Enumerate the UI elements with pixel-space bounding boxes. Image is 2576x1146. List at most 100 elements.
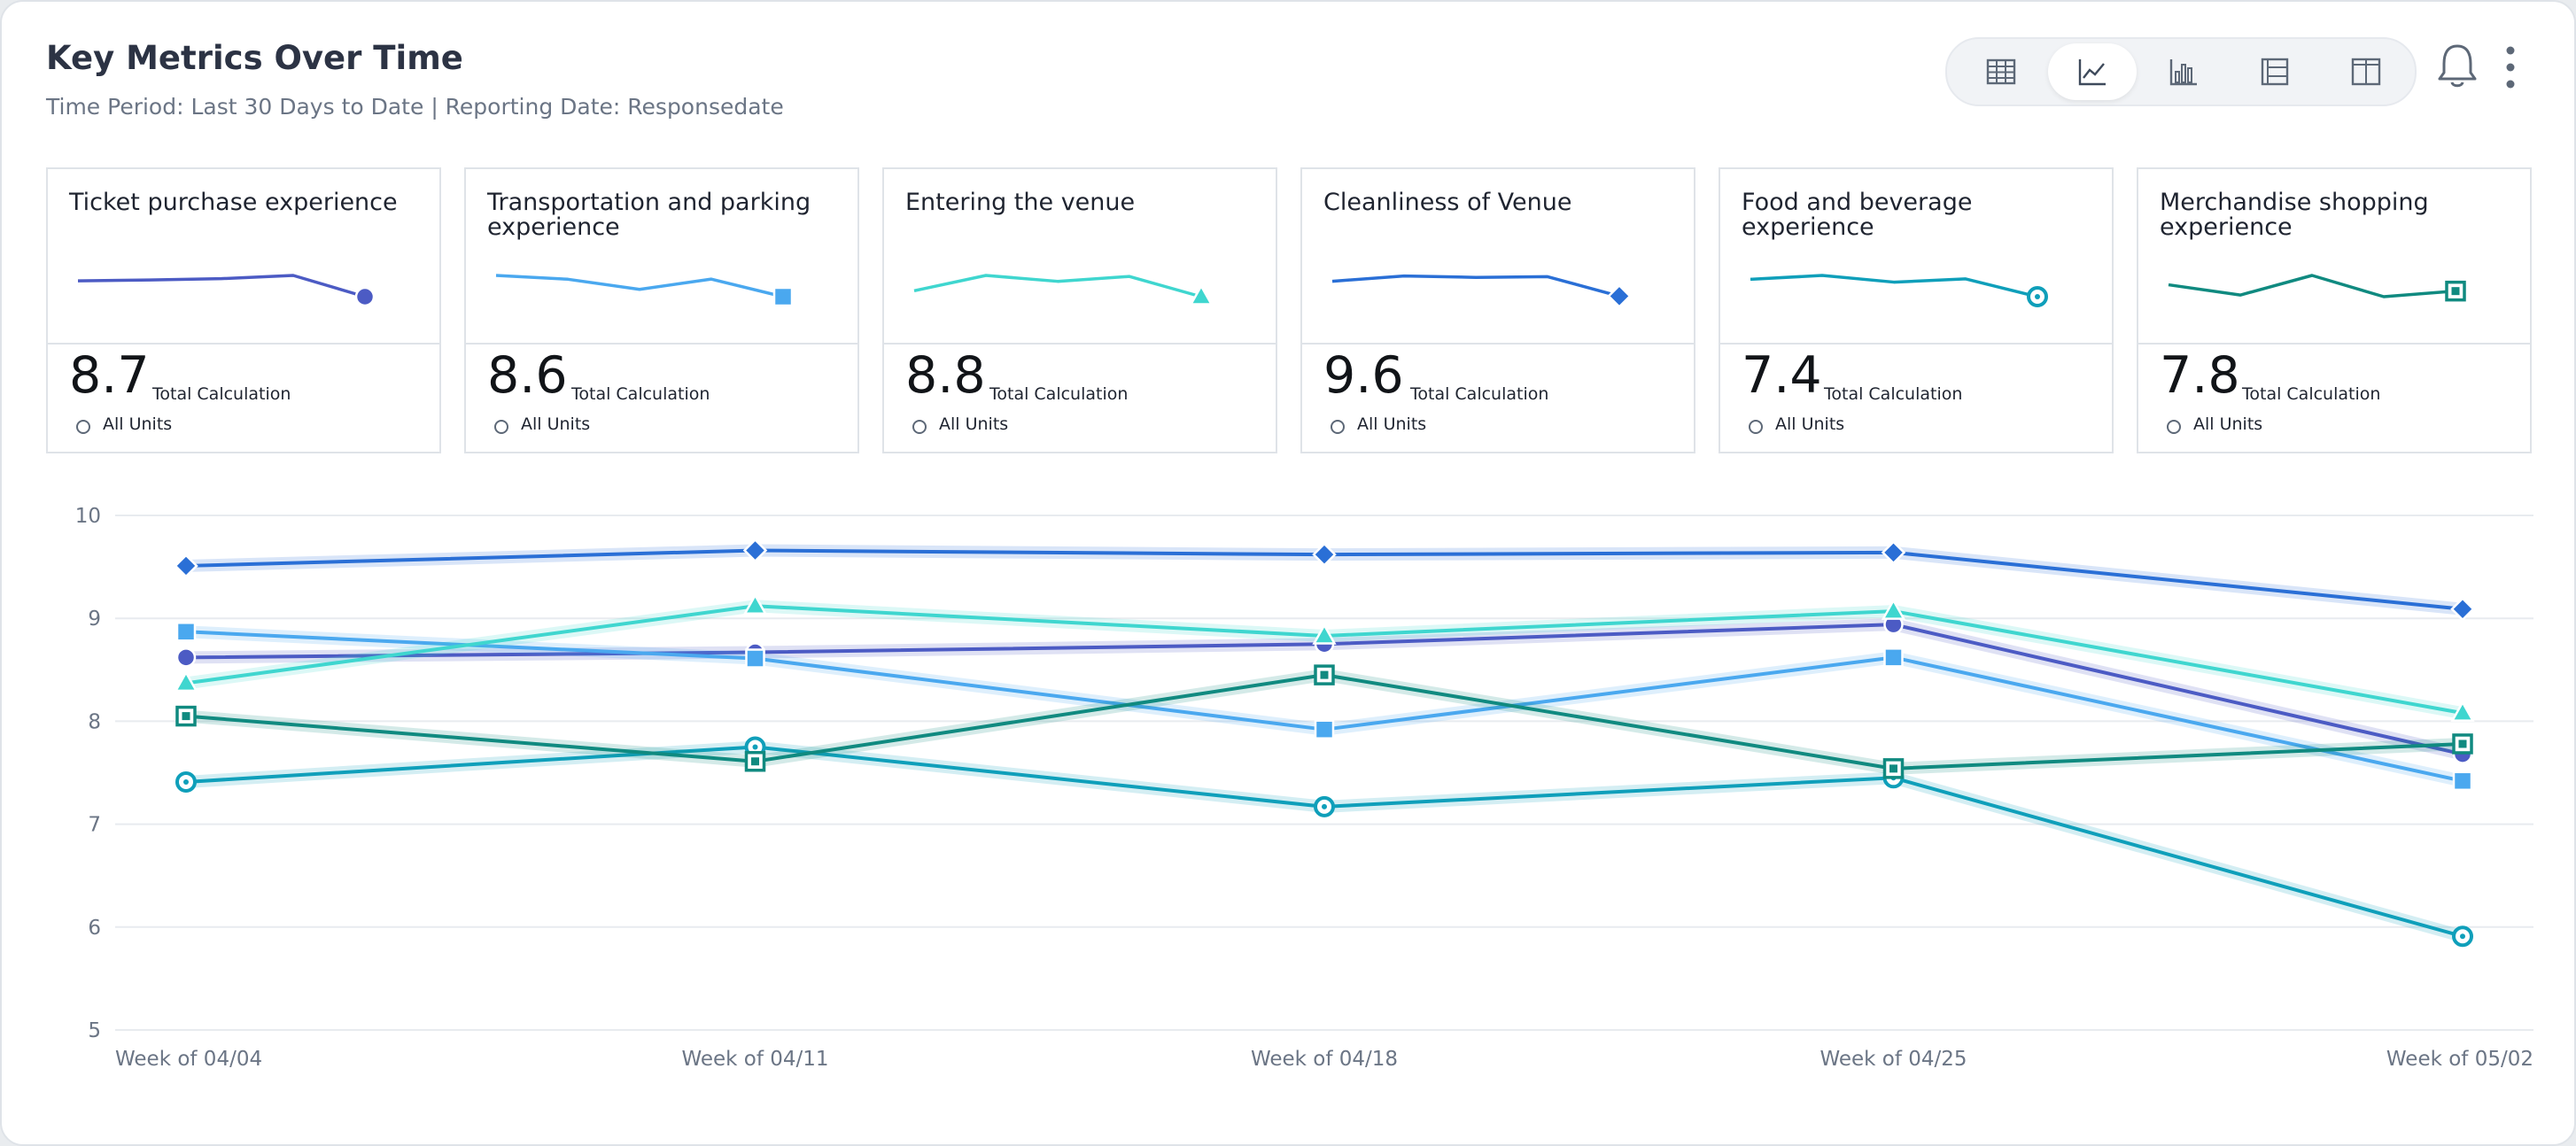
x-tick-label: Week of 04/11 <box>681 1048 828 1071</box>
data-point[interactable] <box>742 592 768 616</box>
line-chart-view-button[interactable] <box>2048 43 2137 100</box>
metric-tile[interactable]: Cleanliness of Venue 9.6 Total Calculation… <box>1300 167 1695 453</box>
columns-view-button[interactable] <box>2322 43 2410 100</box>
data-point[interactable] <box>175 705 197 727</box>
y-tick-label: 8 <box>88 710 101 733</box>
tile-divider <box>48 343 439 345</box>
series-5 <box>175 736 2473 948</box>
tile-units-label: All Units <box>1775 414 1845 434</box>
data-point[interactable] <box>2452 925 2473 948</box>
data-point[interactable] <box>1882 758 1905 779</box>
list-view-icon <box>2261 58 2289 86</box>
units-radio-icon <box>1331 420 1345 434</box>
data-point[interactable] <box>175 647 197 668</box>
data-point[interactable] <box>174 670 198 693</box>
tile-value: 9.6 <box>1323 346 1404 405</box>
metric-tile[interactable]: Merchandise shopping experience 7.8 Total … <box>2137 167 2532 453</box>
data-point[interactable] <box>745 648 765 669</box>
sparkline <box>77 274 376 307</box>
sparkline-line <box>1750 274 2038 298</box>
bar-chart-icon <box>2169 59 2197 86</box>
x-tick-label: Week of 04/04 <box>115 1048 262 1071</box>
line-chart: 10 9 8 7 6 5 Week of 04/04 Week of 04/11 Week of… <box>75 505 2533 1071</box>
sparkline <box>1331 274 1632 309</box>
tile-title: Food and beverage experience <box>1742 189 1973 241</box>
sparkline-end-marker[interactable] <box>1189 283 1214 306</box>
metric-tile[interactable]: Ticket purchase experience 8.7 Total Calcu… <box>46 167 441 453</box>
tile-title: Transportation and parking experience <box>487 189 811 241</box>
metric-tile[interactable]: Transportation and parking experience 8.6… <box>464 167 859 453</box>
series-line <box>185 745 2463 939</box>
series-4 <box>174 538 2475 622</box>
bell-icon[interactable] <box>2434 41 2480 90</box>
data-point[interactable] <box>1883 647 1904 668</box>
data-point[interactable] <box>2452 770 2473 792</box>
line-chart-icon <box>2078 59 2106 86</box>
metric-tile[interactable]: Entering the venue 8.8 Total Calculation Al… <box>882 167 1277 453</box>
y-tick-label: 5 <box>88 1019 101 1042</box>
data-point[interactable] <box>1312 542 1337 567</box>
tile-units-label: All Units <box>103 414 173 434</box>
data-point[interactable] <box>175 770 197 793</box>
y-tick-label: 6 <box>88 917 101 940</box>
data-point[interactable] <box>175 622 197 642</box>
data-point[interactable] <box>2450 700 2475 722</box>
data-point[interactable] <box>1314 664 1335 685</box>
sparkline <box>1750 274 2048 307</box>
tile-divider <box>1720 343 2112 345</box>
tile-value: 7.4 <box>1742 346 1822 405</box>
columns-view-icon <box>2351 58 2381 86</box>
tile-title: Ticket purchase experience <box>69 189 398 216</box>
tile-calc-label: Total Calculation <box>2242 384 2381 404</box>
tile-divider <box>1302 343 1694 345</box>
tile-divider <box>466 343 857 345</box>
sparkline <box>495 274 794 307</box>
data-point[interactable] <box>2452 733 2473 755</box>
view-switcher <box>1945 37 2417 106</box>
tile-units-label: All Units <box>2193 414 2263 434</box>
sparkline-end-marker[interactable] <box>772 286 794 307</box>
data-point[interactable] <box>742 538 768 563</box>
x-tick-label: Week of 05/02 <box>2386 1048 2533 1071</box>
tile-title: Entering the venue <box>905 189 1136 216</box>
chart-grid <box>115 515 2533 1031</box>
data-point[interactable] <box>174 554 198 578</box>
metric-tile[interactable]: Food and beverage experience 7.4 Total Cal… <box>1719 167 2114 453</box>
tile-calc-label: Total Calculation <box>152 384 291 404</box>
page-title: Key Metrics Over Time <box>46 39 463 77</box>
y-tick-label: 9 <box>88 608 101 631</box>
sparkline-end-marker[interactable] <box>1607 283 1632 309</box>
data-point[interactable] <box>1881 540 1906 565</box>
sparkline-line <box>77 274 366 298</box>
tile-calc-label: Total Calculation <box>989 384 1129 404</box>
sparkline-end-marker[interactable] <box>354 286 376 307</box>
tile-calc-label: Total Calculation <box>571 384 710 404</box>
units-radio-icon <box>912 420 927 434</box>
table-view-button[interactable] <box>1957 43 2045 100</box>
more-vertical-icon[interactable] <box>2502 43 2519 92</box>
units-radio-icon <box>494 420 508 434</box>
sparkline-line <box>2168 274 2456 298</box>
tile-divider <box>2138 343 2530 345</box>
y-tick-label: 7 <box>88 814 101 837</box>
sparkline-line <box>495 274 784 298</box>
data-point[interactable] <box>2450 596 2475 622</box>
data-point[interactable] <box>1314 795 1335 817</box>
tile-units-label: All Units <box>939 414 1009 434</box>
table-icon <box>1986 58 2016 85</box>
x-tick-label: Week of 04/25 <box>1819 1048 1967 1071</box>
data-point[interactable] <box>744 750 766 772</box>
list-view-button[interactable] <box>2231 43 2319 100</box>
sparkline <box>2168 274 2466 302</box>
bar-chart-view-button[interactable] <box>2139 43 2228 100</box>
data-point[interactable] <box>1312 623 1337 645</box>
tile-value: 8.6 <box>487 346 568 405</box>
sparkline-end-marker[interactable] <box>2027 286 2048 307</box>
sparkline-end-marker[interactable] <box>2445 280 2466 302</box>
tile-value: 7.8 <box>2160 346 2240 405</box>
tile-value: 8.8 <box>905 346 986 405</box>
data-point[interactable] <box>1314 719 1335 739</box>
tile-divider <box>884 343 1276 345</box>
tile-title: Merchandise shopping experience <box>2160 189 2429 241</box>
data-point[interactable] <box>1881 598 1906 620</box>
